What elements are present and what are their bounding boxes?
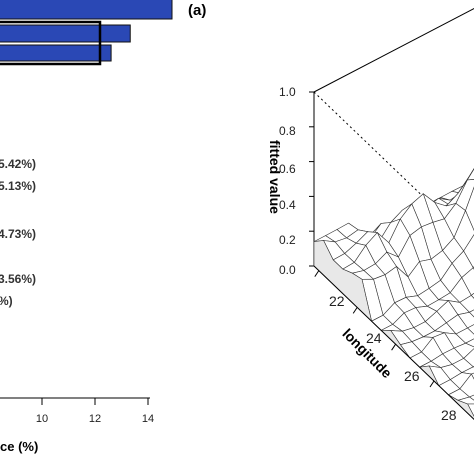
surface-facet — [466, 168, 474, 181]
surface-plot-panel — [309, 7, 474, 421]
z-tick-label-0-2: 0.2 — [279, 233, 296, 247]
longitude-tick-mark — [314, 270, 320, 277]
surface-facet — [468, 394, 474, 401]
longitude-tick-mark — [429, 380, 435, 388]
bar-value-label-1: 5.42%) — [0, 157, 37, 171]
z-tick-label-0-6: 0.6 — [279, 162, 296, 176]
longitude-tick-mark — [352, 307, 358, 314]
bar-2 — [0, 24, 131, 43]
x-tick-label-10: 10 — [35, 413, 49, 425]
bar-value-label-2: 5.13%) — [0, 179, 37, 193]
highlight-box — [0, 20, 102, 66]
z-tick-label-1-0: 1.0 — [279, 85, 296, 99]
bar-1 — [0, 0, 173, 20]
longitude-tick-28: 28 — [441, 407, 457, 423]
longitude-tick-24: 24 — [366, 330, 382, 346]
x-tick-label-12: 12 — [88, 413, 102, 425]
z-tick-label-0-4: 0.4 — [279, 198, 296, 212]
longitude-axis-line — [313, 265, 474, 421]
x-tick-label-14: 14 — [141, 413, 155, 425]
bar-3 — [0, 44, 112, 62]
z-axis-title: fitted value — [267, 140, 283, 214]
z-tick-label-0-0: 0.0 — [279, 263, 296, 277]
z-tick-label-0-8: 0.8 — [279, 124, 296, 138]
surface-facet — [468, 309, 474, 318]
longitude-tick-mark — [391, 343, 397, 351]
bar-value-label-5: %) — [0, 294, 13, 308]
longitude-tick-22: 22 — [329, 293, 345, 309]
x-axis-title: ce (%) — [0, 439, 39, 454]
surface-facet — [470, 292, 474, 299]
bar-chart-panel — [0, 0, 173, 405]
bar-value-label-4: 3.56%) — [0, 272, 37, 286]
panel-label: (a) — [188, 2, 207, 19]
box-top-back-edge — [313, 7, 474, 93]
bar-value-label-3: 4.73%) — [0, 227, 37, 241]
longitude-tick-26: 26 — [404, 368, 420, 384]
